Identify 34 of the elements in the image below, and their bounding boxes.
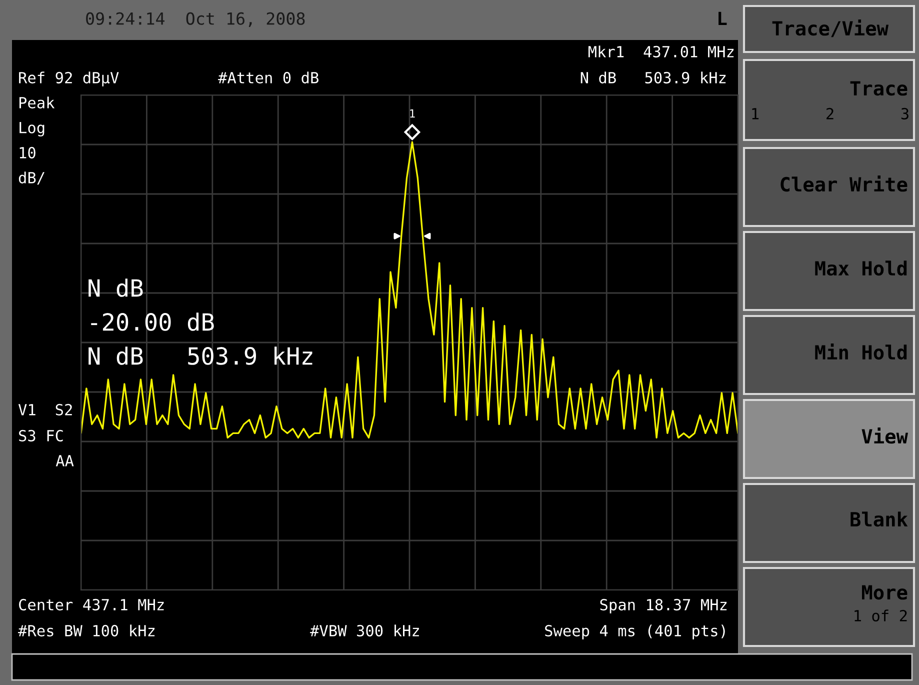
text: dB/ — [18, 172, 44, 185]
text: 2 — [826, 108, 834, 120]
text: #Atten 0 dB — [218, 72, 318, 84]
text: 1 — [752, 108, 759, 120]
text: #VBW 300 kHz — [310, 624, 419, 636]
text: Center 437.1 MHz — [19, 598, 164, 610]
annotation: -20.00 dB — [91, 312, 214, 331]
annotation: N dB — [88, 278, 143, 297]
text: Peak — [19, 96, 55, 108]
text: Clear Write — [780, 176, 908, 192]
text: #Res BW 100 kHz — [18, 624, 155, 636]
text: Sweep 4 ms (401 pts) — [545, 624, 725, 640]
annotation: N dB 503.9 kHz — [88, 346, 312, 365]
text: L — [718, 12, 727, 25]
text: Trace/View — [772, 20, 889, 38]
text: S3 FC — [19, 430, 63, 442]
text: 09:24:14 Oct 16, 2008 — [86, 12, 305, 27]
text: Trace — [850, 81, 908, 96]
text: Max Hold — [815, 260, 907, 276]
text: View — [862, 428, 908, 444]
text: 10 — [20, 146, 36, 158]
text: 1 — [410, 109, 415, 118]
text: Log — [20, 122, 44, 136]
text: 3 — [901, 108, 908, 120]
text: V1 S2 — [18, 404, 72, 416]
text: 1 of 2 — [854, 610, 907, 622]
text: More — [862, 585, 908, 600]
text: N dB 503.9 kHz — [580, 72, 726, 84]
text: Mkr1 437.01 MHz — [588, 46, 734, 58]
text: AA — [56, 455, 74, 466]
text: Span 18.37 MHz — [600, 598, 727, 614]
text: Blank — [850, 512, 908, 527]
text: Min Hold — [815, 344, 907, 360]
text: Ref 92 dBμV — [19, 72, 119, 86]
